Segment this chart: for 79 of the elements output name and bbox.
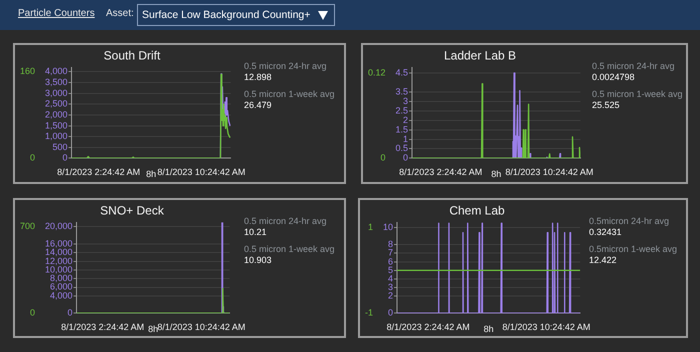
text: 0.5 micron 1-week avg xyxy=(592,89,683,100)
text: 10.903 xyxy=(244,255,273,266)
y-tick-label: 20,000 xyxy=(45,221,73,232)
x-tick-label: 8/1/2023 2:24:42 AM xyxy=(386,322,470,332)
text: Surface Low Background Counting+ xyxy=(137,4,336,26)
y-tick-label: 0.5 xyxy=(396,143,408,154)
text: 0.5 micron 24-hr avg xyxy=(592,61,676,72)
y2-tick-label: -1 xyxy=(364,308,373,318)
y-tick-label: 6,000 xyxy=(50,282,73,292)
text: 0.5 micron 1-week avg xyxy=(244,244,335,255)
y-tick-label: 0 xyxy=(388,308,394,318)
y-tick-label: 3 xyxy=(403,96,408,106)
chart-title: Ladder Lab B xyxy=(444,48,516,63)
y-tick-label: 0 xyxy=(62,152,68,163)
y-tick-label: 3 xyxy=(388,282,394,292)
text: 0.5 micron 24-hr avg xyxy=(244,216,328,227)
text: 0.5 micron 24-hr avg xyxy=(244,61,328,72)
y2-tick-label: 0 xyxy=(30,152,36,163)
text: 26.479 xyxy=(244,100,273,111)
text: 12.898 xyxy=(244,72,273,83)
chart-title: Chem Lab xyxy=(449,204,506,218)
text: 0.5micron 24-hr avg xyxy=(589,216,670,227)
y-tick-label: 7 xyxy=(388,248,394,258)
text: Asset: xyxy=(106,8,134,19)
y-tick-label: 500 xyxy=(52,142,68,152)
chart-title: SNO+ Deck xyxy=(100,204,165,218)
y-tick-label: 2.5 xyxy=(396,105,408,116)
y-tick-label: 1.5 xyxy=(396,124,408,134)
y2-tick-label: 0 xyxy=(30,308,36,318)
y-tick-label: 4,000 xyxy=(45,66,68,76)
x-axis-title: 8h xyxy=(148,324,158,334)
y2-tick-label: 700 xyxy=(20,221,36,232)
text: 25.525 xyxy=(592,100,621,111)
y-tick-label: 1 xyxy=(403,134,408,144)
y-tick-label: 8,000 xyxy=(50,273,73,284)
text: 0.5micron 1-week avg xyxy=(589,244,678,255)
text: Particle Counters xyxy=(18,8,95,19)
y-tick-label: 4.5 xyxy=(396,68,408,78)
y-tick-label: 8 xyxy=(388,239,394,250)
x-tick-label: 8/1/2023 10:24:42 AM xyxy=(157,322,246,332)
y-tick-label: 4 xyxy=(388,273,394,284)
y-tick-label: 4,000 xyxy=(50,290,73,300)
x-axis-title: 8h xyxy=(146,169,156,180)
y-tick-label: 12,000 xyxy=(45,256,73,266)
y2-tick-label: 0 xyxy=(380,152,386,163)
y-tick-label: 3,500 xyxy=(45,77,68,88)
y-tick-label: 2 xyxy=(388,290,394,301)
y-tick-label: 3,000 xyxy=(45,88,68,98)
y-tick-label: 2 xyxy=(403,114,408,125)
text: 0.5 micron 1-week avg xyxy=(244,89,335,100)
y2-tick-label: 160 xyxy=(20,66,36,76)
y2-tick-label: 1 xyxy=(368,222,373,232)
y-tick-label: 3.5 xyxy=(396,86,408,96)
y-tick-label: 14,000 xyxy=(45,247,73,258)
y-tick-label: 2,000 xyxy=(45,109,68,120)
x-axis-title: 8h xyxy=(491,169,502,180)
y-tick-label: 1,000 xyxy=(45,131,68,142)
y-tick-label: 1,500 xyxy=(45,120,68,130)
y-tick-label: 16,000 xyxy=(45,238,73,249)
y-tick-label: 10,000 xyxy=(45,264,73,274)
text: 12.422 xyxy=(589,255,618,266)
y-tick-label: 10 xyxy=(383,222,394,232)
text: 10.21 xyxy=(244,227,268,238)
y-tick-label: 5 xyxy=(388,264,394,275)
text: 0.0024798 xyxy=(592,72,636,83)
x-tick-label: 8/1/2023 10:24:42 AM xyxy=(505,167,594,178)
x-tick-label: 8/1/2023 2:24:42 AM xyxy=(399,167,482,178)
y2-tick-label: 0.12 xyxy=(368,68,386,78)
x-tick-label: 8/1/2023 2:24:42 AM xyxy=(61,322,144,332)
x-tick-label: 8/1/2023 10:24:42 AM xyxy=(502,322,590,332)
x-tick-label: 8/1/2023 2:24:42 AM xyxy=(57,167,140,178)
chart-title: South Drift xyxy=(104,48,162,63)
text: 0.32431 xyxy=(589,227,623,238)
y-tick-label: 2,500 xyxy=(45,98,68,109)
y-tick-label: 0 xyxy=(403,152,408,163)
x-axis-title: 8h xyxy=(484,324,494,334)
y-tick-label: 6 xyxy=(388,256,394,266)
x-tick-label: 8/1/2023 10:24:42 AM xyxy=(157,167,246,178)
y-tick-label: 0 xyxy=(68,308,73,318)
